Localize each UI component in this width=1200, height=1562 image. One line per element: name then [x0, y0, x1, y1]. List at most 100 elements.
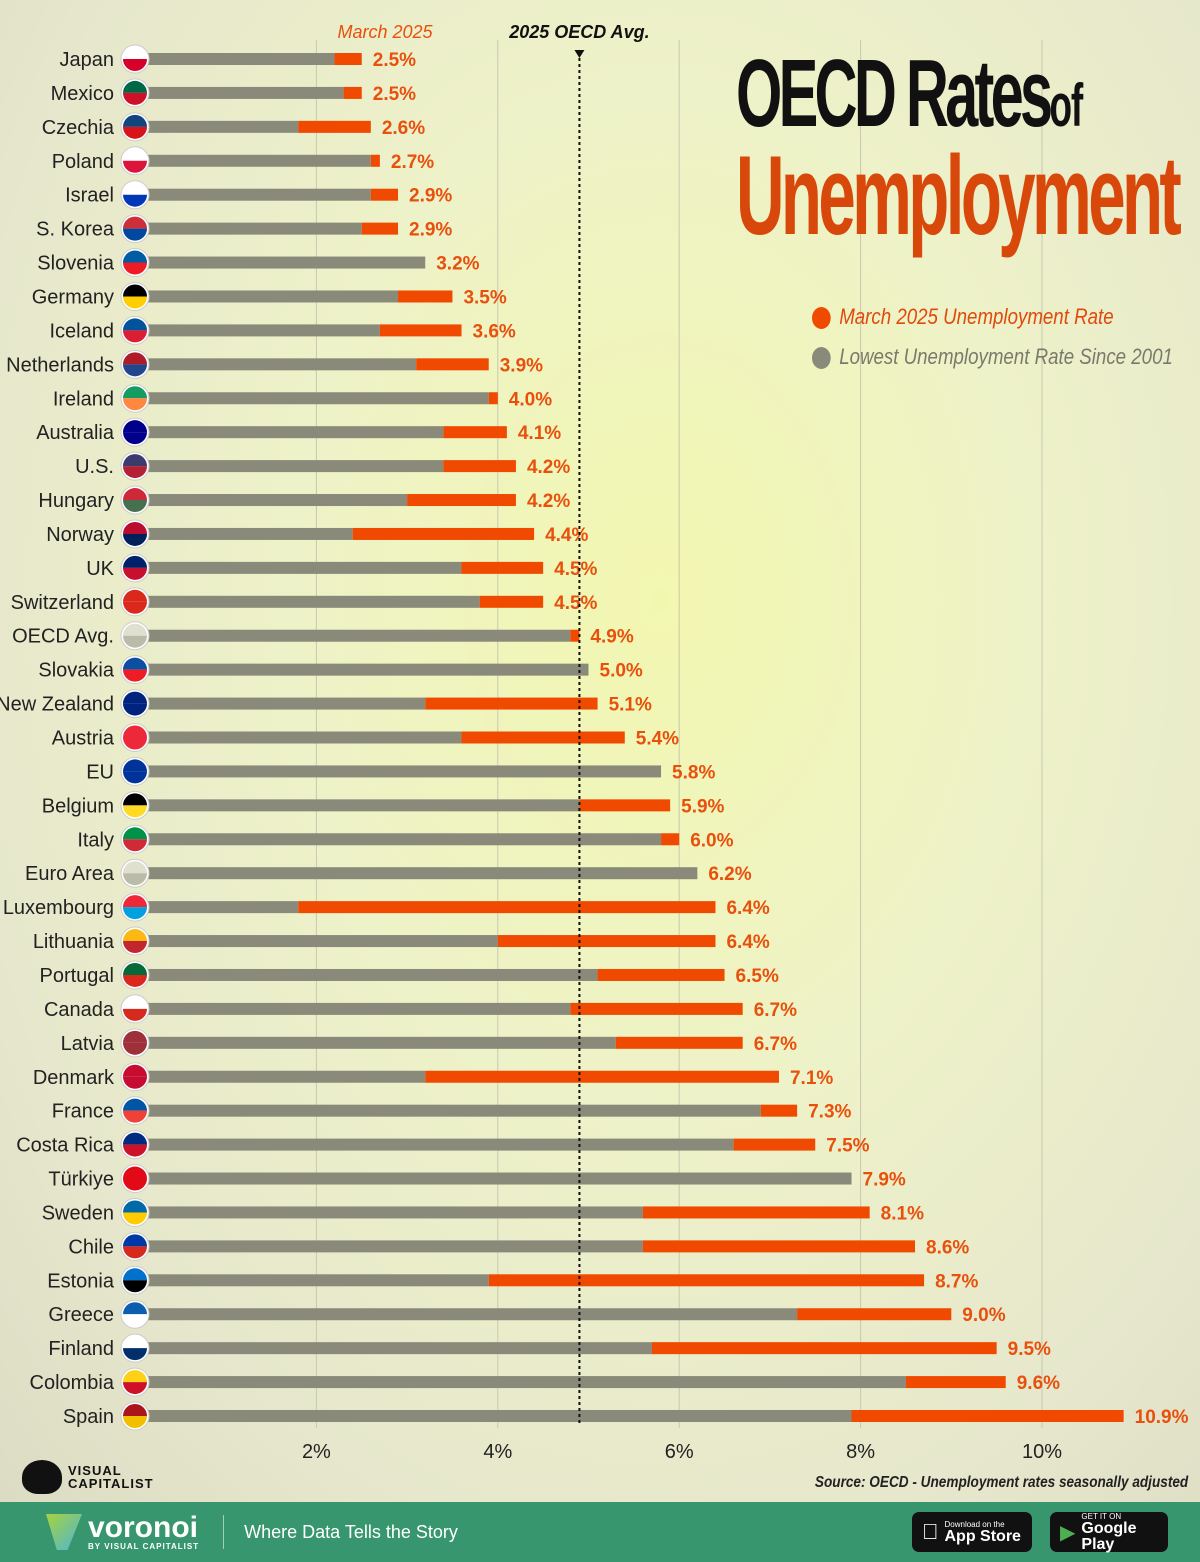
bar-row: Portugal 6.5%	[40, 960, 779, 990]
march-bar	[597, 968, 725, 981]
value-label: 9.0%	[962, 1305, 1005, 1326]
country-label: Israel	[65, 185, 114, 207]
bar-row: Switzerland 4.5%	[11, 587, 598, 617]
lowest-bar	[135, 188, 371, 201]
flag-icon	[123, 1098, 147, 1111]
value-label: 4.1%	[518, 423, 561, 444]
footer: voronoi BY VISUAL CAPITALIST Where Data T…	[0, 1502, 1200, 1562]
country-label: U.S.	[75, 456, 114, 478]
lowest-bar	[135, 731, 462, 744]
lowest-bar	[135, 86, 344, 99]
lowest-bar	[135, 765, 662, 778]
flag-icon	[123, 996, 147, 1009]
march-bar	[443, 460, 516, 473]
lowest-bar	[135, 1240, 643, 1253]
bar-row: Estonia 8.7%	[47, 1265, 979, 1295]
lowest-bar	[135, 697, 426, 710]
flag-icon	[123, 1064, 147, 1077]
x-tick-label: 10%	[1022, 1441, 1062, 1463]
app-store-label: App Store	[928, 1527, 1021, 1545]
flag-icon	[123, 330, 147, 343]
flag-icon	[123, 386, 147, 399]
march-bar	[425, 697, 598, 710]
flag-icon	[123, 567, 147, 580]
lowest-bar	[135, 968, 598, 981]
value-label: 6.7%	[754, 1034, 797, 1055]
lowest-bar	[135, 1138, 734, 1151]
country-label: Luxembourg	[3, 897, 114, 919]
value-label: 2.5%	[373, 84, 416, 105]
flag-icon	[123, 262, 147, 275]
march-bar	[642, 1240, 916, 1253]
flag-icon	[123, 657, 147, 670]
oecd-avg-label: 2025 OECD Avg.	[508, 22, 649, 42]
bar-row: Israel 2.9%	[65, 180, 452, 210]
march-2025-header: March 2025	[337, 22, 433, 42]
lowest-bar	[135, 1036, 616, 1049]
tagline: Where Data Tells the Story	[244, 1521, 458, 1542]
march-bar	[334, 53, 362, 65]
lowest-bar	[135, 120, 299, 133]
value-label: 2.7%	[391, 152, 434, 173]
flag-icon	[123, 1268, 147, 1281]
flag-icon	[123, 941, 147, 954]
flag-icon	[123, 974, 147, 987]
march-bar	[733, 1138, 816, 1151]
lowest-bar	[135, 595, 480, 608]
march-bar	[416, 358, 489, 371]
country-label: Estonia	[47, 1270, 115, 1292]
flag-icon	[123, 148, 147, 161]
march-bar	[407, 494, 516, 507]
march-bar	[443, 426, 507, 439]
lowest-bar	[135, 53, 335, 65]
x-tick-label: 8%	[846, 1441, 875, 1463]
bar-row: Euro Area 6.2%	[25, 858, 752, 888]
voronoi-name: voronoi	[88, 1510, 198, 1544]
march-bar	[298, 120, 371, 133]
bar-row: Austria 5.4%	[52, 723, 679, 752]
flag-icon	[123, 907, 147, 920]
march-bar	[615, 1036, 743, 1049]
lowest-bar	[135, 799, 580, 812]
lowest-bar	[135, 935, 498, 948]
bar-row: Costa Rica 7.5%	[16, 1130, 870, 1160]
legend-item-lowest: Lowest Unemployment Rate Since 2001	[812, 344, 1173, 370]
flag-icon	[123, 1030, 147, 1043]
lowest-bar	[135, 324, 380, 337]
value-label: 7.9%	[863, 1170, 906, 1191]
flag-icon	[123, 1076, 147, 1089]
google-play-button[interactable]: ▶ GET IT ON Google Play	[1050, 1512, 1168, 1552]
flag-icon	[123, 623, 147, 636]
flag-icon	[123, 466, 147, 479]
flag-icon	[123, 160, 147, 173]
value-label: 4.2%	[527, 457, 570, 478]
voronoi-logo[interactable]: voronoi BY VISUAL CAPITALIST	[46, 1510, 199, 1551]
flag-icon	[123, 398, 147, 411]
chart: 2% 4% 6% 8% 10% Japan 2.5% Mexico 2.5% Czechia 2.6…	[0, 22, 1189, 1463]
value-label: 4.0%	[509, 389, 552, 410]
bar-row: Slovenia 3.2%	[37, 248, 480, 278]
apple-icon: 	[922, 1519, 939, 1545]
bar-row: Belgium 5.9%	[42, 790, 725, 820]
flag-icon	[123, 771, 147, 784]
value-label: 7.1%	[790, 1068, 833, 1089]
flag-icon	[123, 47, 147, 59]
flag-icon	[123, 793, 147, 806]
google-label: Google Play	[1081, 1519, 1137, 1553]
march-bar	[651, 1342, 997, 1355]
country-label: Austria	[52, 728, 115, 750]
flag-icon	[123, 691, 147, 704]
value-label: 2.5%	[373, 50, 416, 71]
lowest-bar	[135, 154, 371, 167]
value-label: 5.8%	[672, 762, 715, 783]
march-bar	[398, 290, 453, 303]
march-bar	[905, 1376, 1006, 1389]
value-label: 6.2%	[708, 864, 751, 885]
flag-icon	[123, 725, 147, 738]
bar-row: Greece 9.0%	[48, 1299, 1006, 1329]
value-label: 6.4%	[726, 898, 769, 919]
flag-icon	[123, 737, 147, 750]
value-label: 5.1%	[609, 695, 652, 716]
country-label: Finland	[48, 1338, 114, 1360]
